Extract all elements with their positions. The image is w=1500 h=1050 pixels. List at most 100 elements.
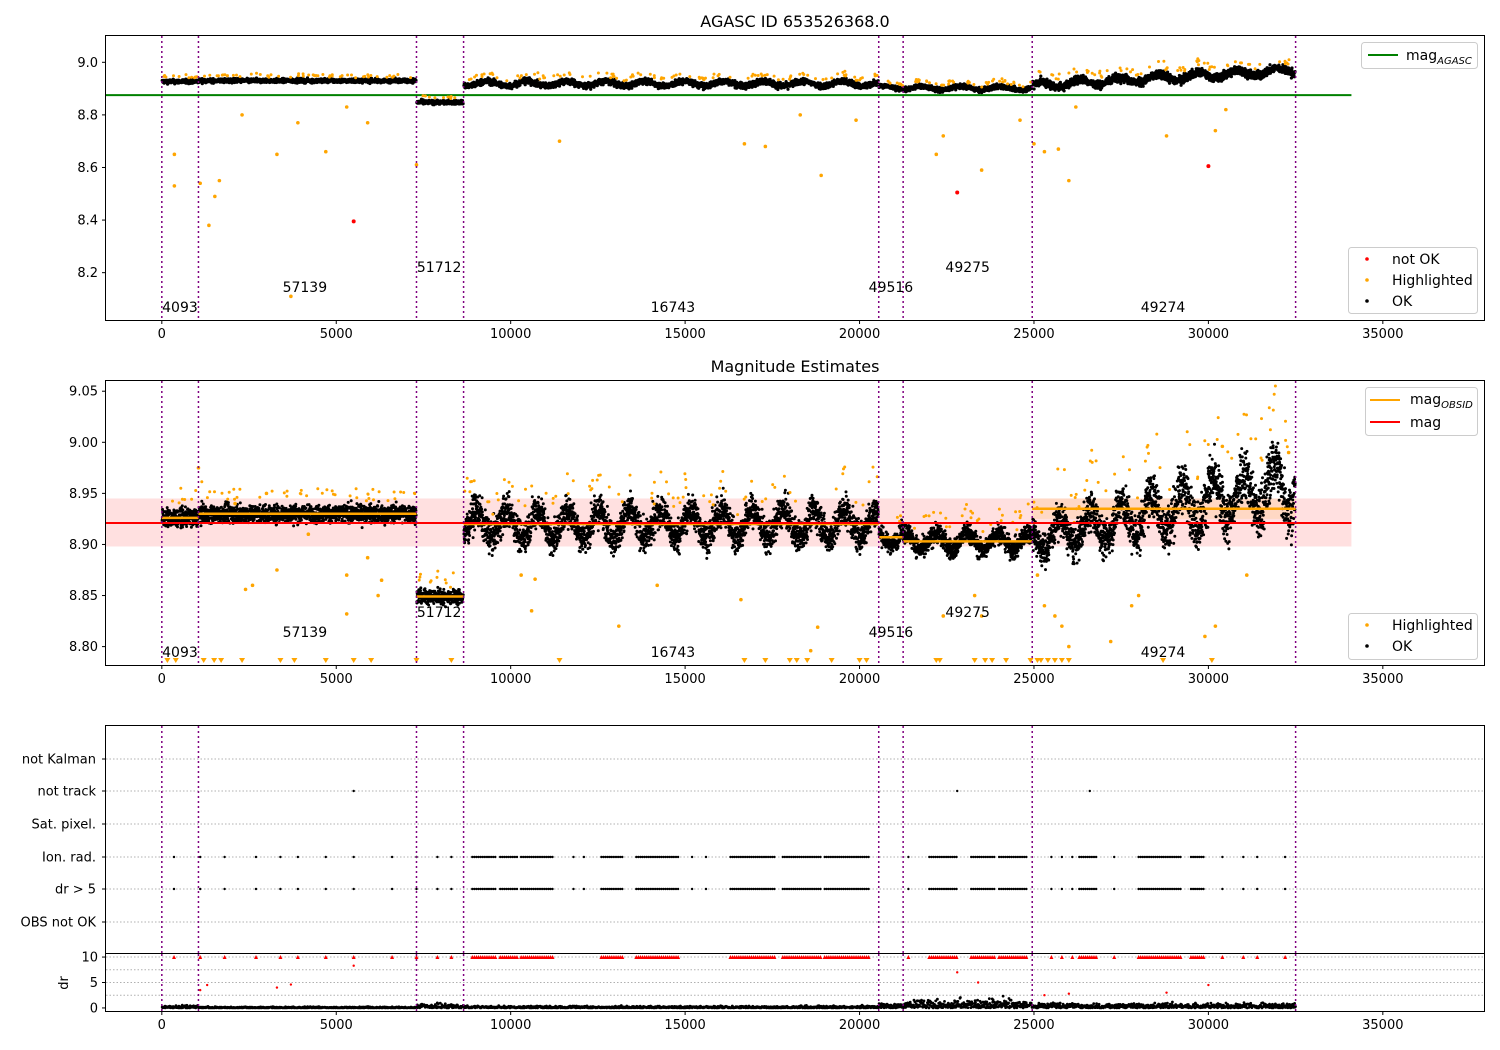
agasc-panel: AGASC ID 653526368.0 4093 57139 51712 16743… — [77, 12, 1485, 342]
y-tick-label: 9.05 — [69, 385, 98, 400]
dr-ylabel: dr — [57, 976, 72, 990]
highlighted-point — [243, 587, 248, 592]
x-tick-label: 5000 — [320, 327, 353, 342]
x-tick-label: 25000 — [1013, 672, 1054, 687]
highlighted-point — [250, 583, 255, 588]
legend-mag-agasc-label: magAGASC — [1406, 48, 1472, 67]
dr-panel: 0 5000 10000 15000 20000 25000 30000 350000510 … — [57, 951, 1485, 1033]
highlighted-point — [529, 609, 534, 613]
x-tick-label: 10000 — [490, 1018, 531, 1033]
highlighted-points-dense — [162, 57, 1291, 100]
below-range-marker — [200, 658, 207, 663]
highlighted-point — [1042, 149, 1047, 154]
ok-points — [160, 440, 1297, 609]
agasc-axes: 0 5000 10000 15000 20000 25000 30000 35000 8.2 8.… — [77, 56, 1403, 342]
dr-red-point — [1207, 983, 1210, 987]
dr-axes: 0 5000 10000 15000 20000 25000 30000 35000 0 5 10 — [81, 951, 1403, 1033]
below-range-marker — [556, 658, 563, 663]
highlighted-point — [1244, 573, 1249, 577]
highlighted-point — [376, 593, 380, 598]
highlighted-point — [379, 578, 384, 583]
y-tick-label: 8.6 — [77, 161, 98, 176]
highlighted-point — [819, 173, 823, 178]
highlighted-point — [1220, 444, 1225, 449]
x-tick-label: 0 — [158, 1018, 166, 1033]
highlighted-point — [1136, 593, 1141, 598]
below-range-marker — [448, 658, 455, 663]
highlighted-point — [275, 152, 279, 157]
highlighted-point — [213, 194, 217, 199]
x-tick-label: 15000 — [664, 1018, 705, 1033]
x-tick-label: 20000 — [839, 672, 880, 687]
agasc-legend-upper-box — [1361, 42, 1478, 69]
highlighted-point — [365, 120, 370, 125]
legend-ok-label: OK — [1392, 294, 1413, 310]
dr-plot-area — [106, 954, 1484, 1011]
legend-mag-label: mag — [1410, 415, 1441, 431]
below-range-marker — [322, 658, 329, 663]
flag-category-label: OBS not OK — [21, 916, 97, 931]
below-range-marker — [413, 658, 420, 663]
highlighted-point — [1224, 107, 1228, 112]
obs-label: 51712 — [417, 260, 462, 276]
dr-points — [160, 994, 1297, 1010]
x-tick-label: 25000 — [1013, 327, 1054, 342]
highlighted-point — [763, 144, 768, 149]
dr-red-point — [976, 981, 980, 984]
obs-label: 49275 — [945, 605, 990, 621]
below-range-marker — [936, 658, 943, 663]
dr-red-point — [352, 964, 355, 967]
below-range-marker — [277, 658, 284, 663]
dr-red-point — [198, 988, 202, 992]
highlighted-point — [1018, 118, 1022, 122]
agasc-legend-lower-box — [1348, 247, 1478, 314]
highlighted-point — [217, 178, 222, 183]
highlighted-point — [1042, 603, 1047, 608]
highlighted-point — [1129, 603, 1134, 608]
highlighted-point — [1203, 634, 1207, 639]
obs-label: 57139 — [283, 625, 328, 641]
flags-axes: not Kalman not track Sat. pixel. Ion. rad. d… — [21, 753, 106, 931]
below-range-marker — [762, 658, 769, 663]
x-tick-label: 0 — [158, 672, 166, 687]
obs-label: 51712 — [417, 605, 462, 621]
below-range-marker — [982, 658, 989, 663]
y-tick-label: 0 — [90, 1001, 98, 1016]
estimates-axes: 0 5000 10000 15000 20000 25000 30000 35000 8.80 8… — [69, 385, 1403, 687]
y-tick-label: 8.85 — [69, 589, 98, 604]
below-range-marker — [291, 658, 298, 663]
x-tick-label: 35000 — [1362, 327, 1403, 342]
legend-mag-obsid-label: magOBSID — [1410, 392, 1473, 411]
below-range-marker — [239, 658, 246, 663]
y-tick-label: 5 — [90, 976, 98, 991]
dr-red-point — [275, 986, 279, 989]
dr-red-point — [1165, 991, 1168, 994]
flag-category-label: not Kalman — [22, 753, 96, 768]
flag-category-label: Ion. rad. — [42, 851, 96, 866]
highlighted-point — [233, 501, 237, 506]
flag-category-label: Sat. pixel. — [32, 818, 96, 833]
agasc-legend-lower: not OK Highlighted OK — [1348, 247, 1478, 314]
x-tick-label: 10000 — [490, 672, 531, 687]
below-range-marker — [1027, 658, 1034, 663]
x-tick-label: 35000 — [1362, 1018, 1403, 1033]
estimates-axes-frame — [105, 380, 1485, 666]
highlighted-point — [941, 134, 946, 138]
highlighted-point — [323, 149, 328, 154]
highlighted-point — [854, 118, 858, 122]
highlighted-point — [979, 168, 984, 172]
highlighted-point — [617, 624, 621, 628]
below-range-marker — [989, 658, 996, 663]
highlighted-point — [172, 184, 177, 188]
not-track-point — [1088, 789, 1091, 793]
flags-panel: not Kalman not track Sat. pixel. Ion. rad. d… — [21, 725, 1485, 954]
estimates-panel: Magnitude Estimates 40935713951712167434… — [69, 357, 1485, 687]
highlighted-point — [344, 612, 349, 616]
highlighted-point — [533, 577, 537, 581]
ok-points — [160, 63, 1297, 107]
highlighted-point — [655, 583, 659, 588]
not-ok-point — [351, 219, 356, 224]
highlighted-point — [1032, 142, 1036, 146]
dr-red-point — [289, 983, 293, 986]
below-range-marker — [1051, 658, 1058, 663]
